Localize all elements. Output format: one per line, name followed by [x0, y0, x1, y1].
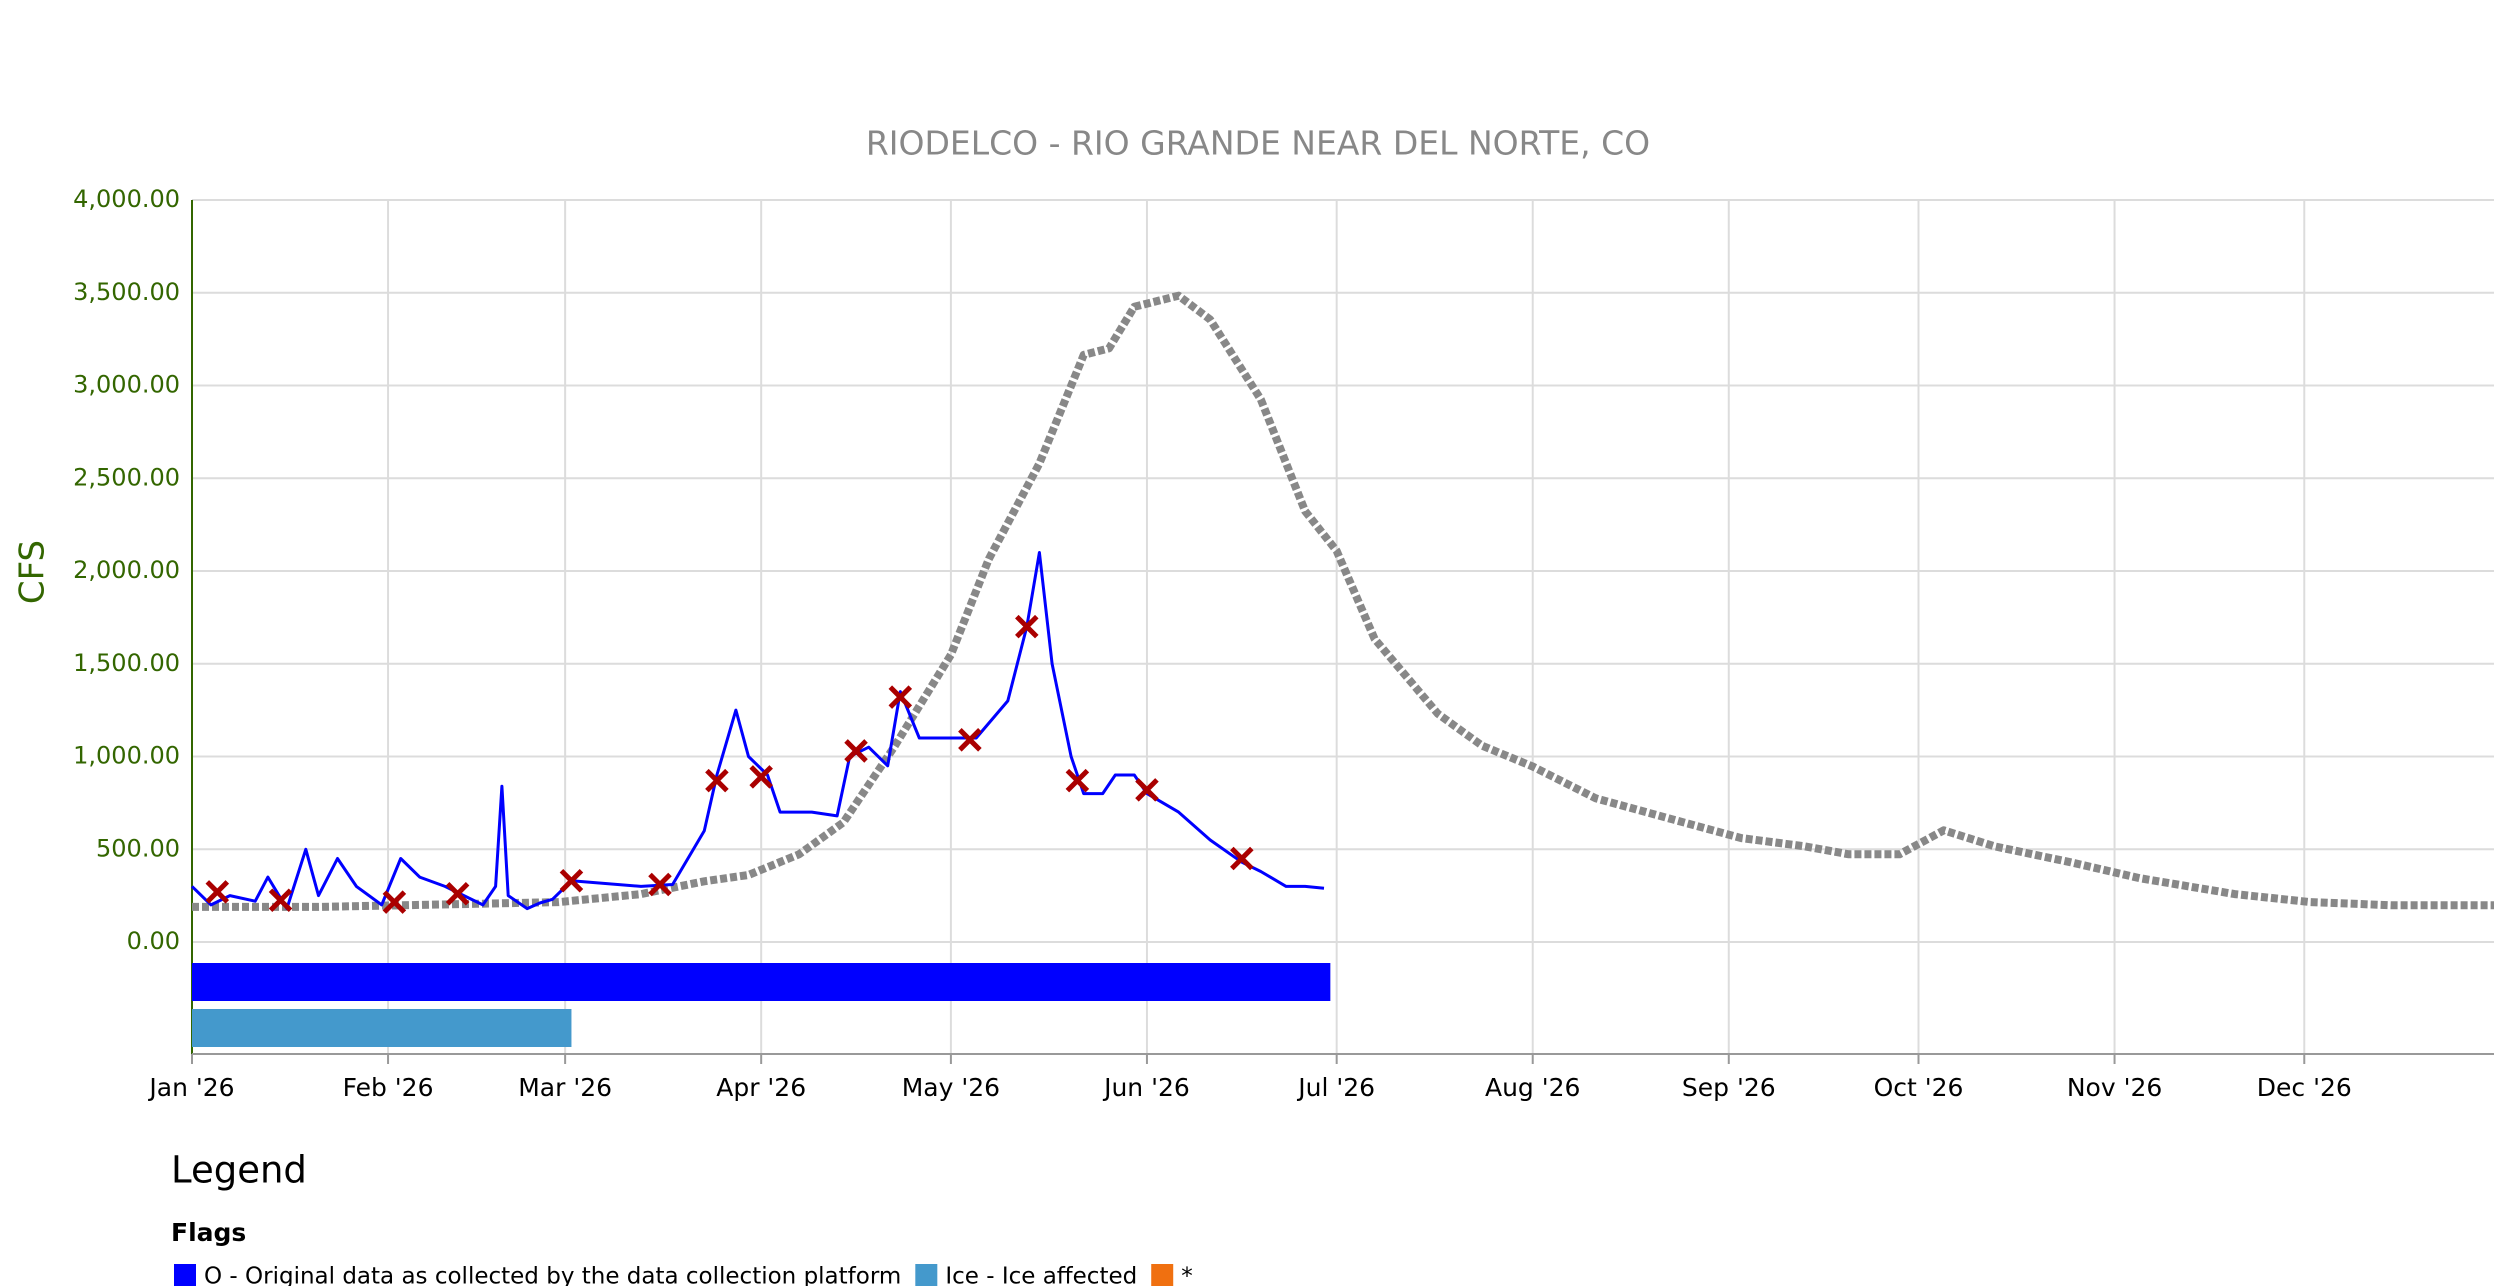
y-tick-label: 2,500.00 [73, 463, 180, 491]
x-tick-label: Nov '26 [2067, 1073, 2162, 1102]
flag-marker [559, 869, 584, 893]
flag-bar [192, 1009, 572, 1047]
flag-marker [382, 890, 407, 914]
legend-swatch [915, 1264, 938, 1286]
y-tick-label: 500.00 [96, 834, 180, 862]
flag-marker [445, 882, 470, 906]
x-tick-label: Mar '26 [518, 1073, 612, 1102]
flag-marker [958, 728, 982, 752]
flag-marker [888, 685, 913, 709]
data-line [192, 291, 2494, 911]
y-tick-label: 4,000.00 [73, 185, 180, 213]
y-axis-label: CFS [13, 540, 53, 604]
flags-title: Flags [171, 1218, 246, 1247]
x-tick-label: Aug '26 [1485, 1073, 1580, 1102]
x-tick-label: Feb '26 [343, 1073, 434, 1102]
legend-label: O - Original data as collected by the da… [204, 1264, 901, 1286]
flag-marker [844, 739, 868, 763]
legend-title: Legend [171, 1149, 307, 1192]
y-tick-label: 0.00 [127, 927, 180, 955]
flag-marker [749, 765, 773, 789]
x-tick-label: Dec '26 [2257, 1073, 2352, 1102]
legend-label: * [1181, 1264, 1193, 1286]
legend-swatch [174, 1264, 196, 1286]
flag-marker [648, 872, 672, 897]
flag-marker [1230, 846, 1254, 871]
chart-title: RIODELCO - RIO GRANDE NEAR DEL NORTE, CO [866, 124, 1650, 163]
flag-marker [1135, 778, 1159, 802]
x-tick-label: May '26 [902, 1073, 1000, 1102]
x-tick-label: Jun '26 [1102, 1073, 1190, 1102]
y-tick-label: 1,500.00 [73, 649, 180, 677]
flag-marker [205, 880, 230, 904]
flag-marker [1065, 768, 1090, 793]
legend-label: Ice - Ice affected [945, 1264, 1137, 1286]
flag-marker [705, 768, 729, 793]
x-tick-label: Jul '26 [1296, 1073, 1375, 1102]
y-tick-label: 1,000.00 [73, 742, 180, 770]
x-tick-label: Sep '26 [1682, 1073, 1776, 1102]
x-tick-label: Jan '26 [147, 1073, 234, 1102]
legend-swatch [1151, 1264, 1174, 1286]
data-line [190, 551, 1325, 911]
x-tick-label: Oct '26 [1874, 1073, 1964, 1102]
y-tick-label: 3,000.00 [73, 371, 180, 399]
y-tick-label: 3,500.00 [73, 278, 180, 306]
y-tick-label: 2,000.00 [73, 556, 180, 584]
flag-marker [1015, 614, 1039, 639]
flag-bar [192, 963, 1331, 1001]
flag-marker [268, 888, 293, 913]
x-tick-label: Apr '26 [716, 1073, 806, 1102]
